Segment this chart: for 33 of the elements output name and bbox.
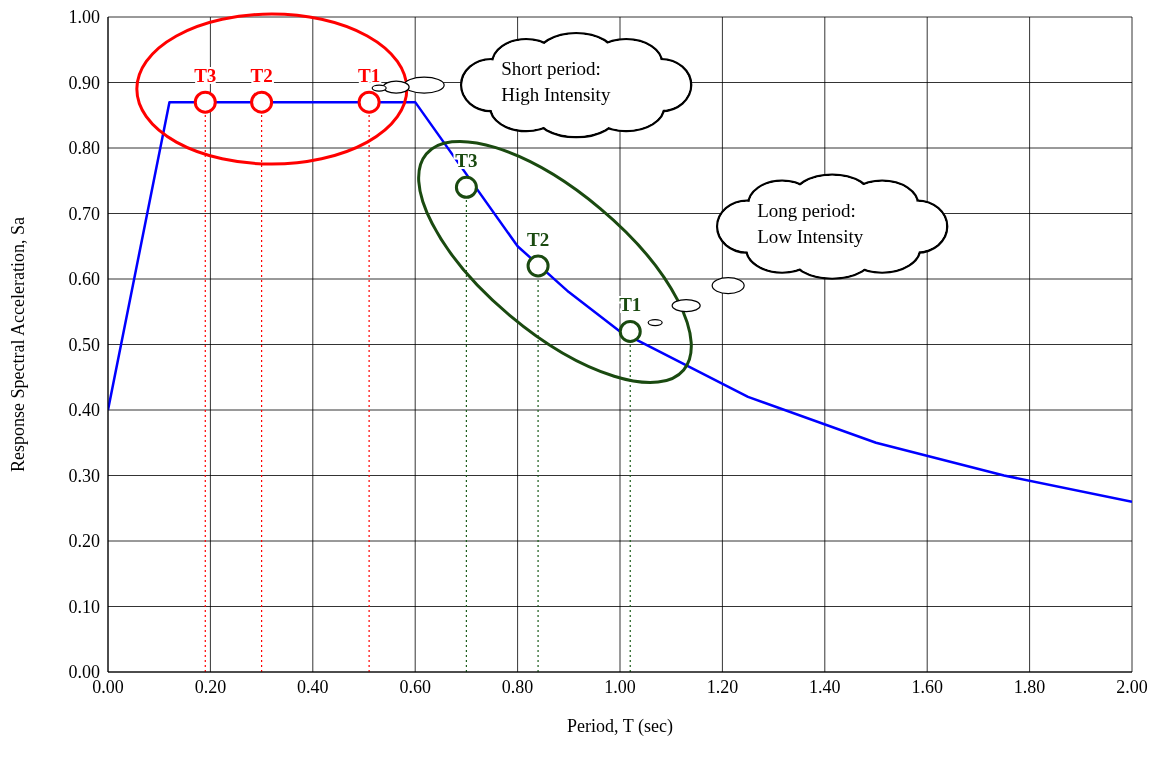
point: [526, 254, 550, 278]
x-tick-label: 0.40: [297, 676, 329, 697]
y-tick-label: 0.60: [68, 269, 100, 290]
y-tick-label: 0.30: [68, 465, 100, 486]
annotation: T1: [619, 294, 642, 316]
point: [357, 90, 381, 114]
point: [454, 175, 478, 199]
y-tick-label: 0.10: [68, 596, 100, 617]
annotation: Short period: High Intensity: [501, 58, 611, 106]
x-tick-label: 1.40: [809, 676, 841, 697]
x-tick-label: 2.00: [1116, 676, 1148, 697]
x-tick-label: 1.60: [911, 676, 943, 697]
y-axis-title: Response Spectral Acceleration, Sa: [8, 217, 29, 472]
point: [618, 319, 642, 343]
y-tick-label: 0.80: [68, 138, 100, 159]
x-axis-title: Period, T (sec): [567, 716, 673, 737]
y-tick-label: 0.70: [68, 203, 100, 224]
x-tick-label: 0.60: [399, 676, 431, 697]
x-tick-label: 1.20: [706, 676, 739, 697]
x-tick-label: 1.80: [1013, 676, 1046, 697]
annotation: T1: [358, 65, 381, 87]
annotation: T2: [250, 65, 273, 87]
x-tick-label: 1.00: [604, 676, 636, 697]
x-tick-label: 0.20: [194, 676, 227, 697]
point: [250, 90, 274, 114]
y-tick-label: 0.40: [68, 400, 100, 421]
x-tick-label: 0.80: [501, 676, 534, 697]
annotation: T2: [526, 228, 550, 250]
y-tick-label: 0.90: [68, 72, 100, 93]
y-tick-label: 1.00: [68, 7, 100, 28]
y-tick-label: 0.20: [68, 531, 100, 552]
point: [193, 90, 217, 114]
y-tick-label: 0.50: [68, 334, 100, 355]
